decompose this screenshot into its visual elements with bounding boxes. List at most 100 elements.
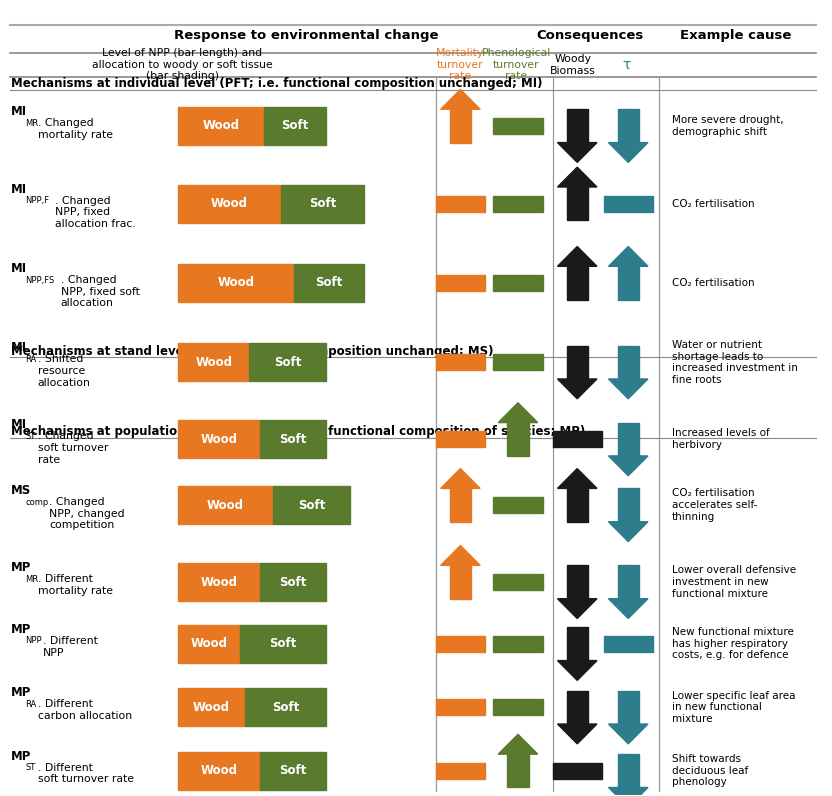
Bar: [617, 267, 639, 299]
Polygon shape: [608, 724, 648, 743]
Bar: [178, 343, 250, 381]
Bar: [436, 196, 485, 212]
Bar: [264, 107, 326, 145]
Polygon shape: [608, 456, 648, 476]
Text: MI: MI: [12, 183, 27, 196]
Text: Soft: Soft: [298, 498, 325, 512]
Text: MI: MI: [12, 341, 27, 354]
Bar: [450, 489, 471, 521]
Text: . Different
mortality rate: . Different mortality rate: [37, 574, 112, 595]
Bar: [450, 109, 471, 142]
Bar: [260, 563, 326, 601]
Polygon shape: [557, 469, 597, 489]
Text: . Shifted
resource
allocation: . Shifted resource allocation: [37, 354, 91, 388]
Bar: [493, 275, 542, 291]
Bar: [493, 118, 542, 134]
Text: Wood: Wood: [203, 119, 240, 132]
Bar: [567, 489, 588, 521]
Text: Shift towards
deciduous leaf
phenology: Shift towards deciduous leaf phenology: [671, 755, 748, 787]
Text: MI: MI: [12, 419, 27, 431]
Bar: [508, 754, 528, 787]
Text: MP: MP: [12, 561, 32, 574]
Text: MP: MP: [12, 686, 32, 700]
Text: . Changed
NPP, fixed soft
allocation: . Changed NPP, fixed soft allocation: [61, 275, 140, 308]
Polygon shape: [557, 599, 597, 618]
Polygon shape: [608, 379, 648, 399]
Bar: [552, 431, 602, 447]
Text: . Changed
NPP, changed
competition: . Changed NPP, changed competition: [49, 498, 125, 530]
Text: MS: MS: [12, 484, 32, 498]
Text: Lower specific leaf area
in new functional
mixture: Lower specific leaf area in new function…: [671, 691, 795, 724]
Bar: [493, 196, 542, 212]
Text: MP: MP: [12, 623, 32, 636]
Text: Example cause: Example cause: [681, 29, 792, 42]
Text: More severe drought,
demographic shift: More severe drought, demographic shift: [671, 115, 784, 137]
Bar: [493, 354, 542, 370]
Polygon shape: [557, 247, 597, 267]
Text: Wood: Wood: [196, 356, 232, 369]
Polygon shape: [608, 599, 648, 618]
Polygon shape: [557, 142, 597, 162]
Text: New functional mixture
has higher respiratory
costs, e.g. for defence: New functional mixture has higher respir…: [671, 627, 794, 661]
Bar: [617, 489, 639, 521]
Text: Wood: Wood: [191, 638, 228, 650]
Text: NPP,F: NPP,F: [25, 197, 49, 205]
Bar: [552, 763, 602, 778]
Text: . Different
soft turnover rate: . Different soft turnover rate: [37, 763, 134, 785]
Bar: [567, 345, 588, 379]
Bar: [178, 689, 245, 727]
Text: RA: RA: [25, 355, 37, 364]
Bar: [493, 498, 542, 513]
Text: Wood: Wood: [217, 276, 255, 290]
Bar: [567, 267, 588, 299]
Text: . Changed
mortality rate: . Changed mortality rate: [37, 118, 112, 139]
Text: ST: ST: [25, 763, 36, 772]
Bar: [493, 636, 542, 652]
Text: Woody
Biomass: Woody Biomass: [550, 54, 596, 76]
Bar: [567, 691, 588, 724]
Bar: [178, 420, 260, 458]
Bar: [294, 264, 364, 302]
Text: . Different
carbon allocation: . Different carbon allocation: [37, 700, 131, 721]
Bar: [436, 636, 485, 652]
Bar: [260, 751, 326, 790]
Text: Phenological
turnover
rate: Phenological turnover rate: [482, 49, 551, 81]
Polygon shape: [557, 724, 597, 743]
Bar: [436, 700, 485, 716]
Polygon shape: [557, 379, 597, 399]
Text: Wood: Wood: [201, 576, 237, 588]
Text: Soft: Soft: [281, 119, 309, 132]
Bar: [567, 565, 588, 599]
Text: CO₂ fertilisation: CO₂ fertilisation: [671, 199, 755, 209]
Text: Lower overall defensive
investment in new
functional mixture: Lower overall defensive investment in ne…: [671, 565, 796, 599]
Bar: [567, 109, 588, 142]
Text: Wood: Wood: [207, 498, 244, 512]
Text: RA: RA: [25, 700, 37, 709]
Polygon shape: [498, 735, 537, 754]
Bar: [617, 109, 639, 142]
Text: Mortality
turnover
rate: Mortality turnover rate: [436, 49, 484, 81]
Polygon shape: [441, 89, 480, 109]
Bar: [260, 420, 326, 458]
Bar: [178, 751, 260, 790]
Text: Soft: Soft: [280, 764, 306, 778]
Text: Soft: Soft: [309, 197, 336, 210]
Text: Soft: Soft: [274, 356, 301, 369]
Bar: [450, 565, 471, 599]
Text: Mechanisms at individual level (PFT; i.e. functional composition unchanged; MI): Mechanisms at individual level (PFT; i.e…: [12, 77, 542, 91]
Polygon shape: [608, 521, 648, 541]
Bar: [567, 187, 588, 220]
Text: Soft: Soft: [280, 433, 306, 446]
Polygon shape: [608, 787, 648, 796]
Polygon shape: [498, 403, 537, 423]
Text: Consequences: Consequences: [537, 29, 644, 42]
Polygon shape: [441, 545, 480, 565]
Bar: [493, 574, 542, 590]
Bar: [436, 354, 485, 370]
Bar: [245, 689, 326, 727]
Bar: [280, 185, 364, 223]
Text: Wood: Wood: [201, 433, 237, 446]
Text: MR: MR: [25, 119, 38, 127]
Text: NPP,FS: NPP,FS: [25, 275, 54, 284]
Bar: [436, 763, 485, 778]
